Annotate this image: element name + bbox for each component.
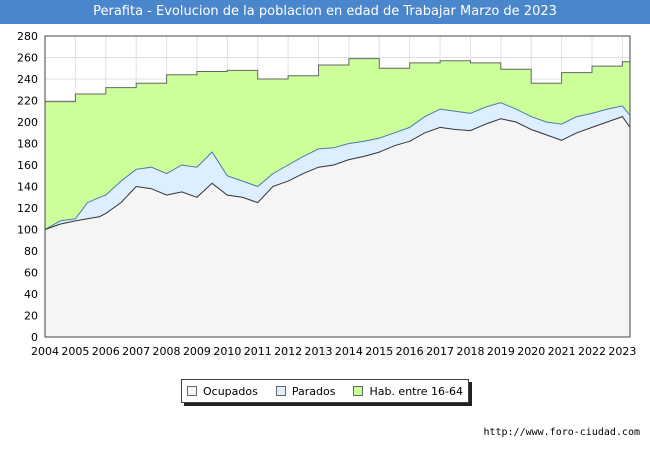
x-tick-label: 2014 xyxy=(335,345,363,358)
line-ocupados xyxy=(44,116,631,230)
x-tick-label: 2009 xyxy=(183,345,211,358)
y-tick-label: 220 xyxy=(17,95,38,108)
y-tick-label: 80 xyxy=(24,245,38,258)
x-tick-label: 2005 xyxy=(61,345,89,358)
legend-swatch-parados xyxy=(275,386,286,396)
y-tick-label: 160 xyxy=(17,159,38,172)
x-tick-label: 2022 xyxy=(578,345,606,358)
y-tick-label: 200 xyxy=(17,116,38,129)
y-tick-label: 0 xyxy=(31,331,38,344)
x-tick-label: 2018 xyxy=(456,345,484,358)
axes xyxy=(44,35,631,338)
x-tick-label: 2012 xyxy=(274,345,302,358)
legend-item-habitantes: Hab. entre 16-64 xyxy=(353,385,463,398)
line-hab-entre-16-64 xyxy=(45,58,630,103)
y-tick-label: 140 xyxy=(17,181,38,194)
x-axis-ticks: 2004 2005 2006 2007 2008 2009 2010 2011 2012 2013… xyxy=(31,345,636,358)
x-tick-label: 2020 xyxy=(517,345,545,358)
y-tick-label: 260 xyxy=(17,52,38,65)
y-axis-ticks: 0 20 40 60 80 100 120 140 160 180 200 220 240 260 280 xyxy=(17,30,38,344)
watermark: FORO-CIUDAD.COM xyxy=(200,345,440,360)
chart-title: Perafita - Evolucion de la poblacion en … xyxy=(0,0,650,24)
line-parados xyxy=(44,102,631,230)
x-tick-label: 2007 xyxy=(122,345,150,358)
x-tick-label: 2013 xyxy=(305,345,333,358)
x-tick-label: 2023 xyxy=(608,345,636,358)
y-tick-label: 240 xyxy=(17,73,38,86)
legend-label-habitantes: Hab. entre 16-64 xyxy=(369,384,463,398)
source-url: http://www.foro-ciudad.com xyxy=(483,427,640,438)
x-tick-label: 2004 xyxy=(31,345,59,358)
area-ocupados xyxy=(45,116,630,337)
y-tick-label: 120 xyxy=(17,202,38,215)
legend-label-ocupados: Ocupados xyxy=(202,384,258,398)
series-areas xyxy=(44,58,631,337)
y-tick-label: 280 xyxy=(17,30,38,43)
y-tick-label: 180 xyxy=(17,138,38,151)
y-tick-label: 60 xyxy=(24,267,38,280)
legend-swatch-ocupados xyxy=(186,386,197,396)
x-tick-label: 2017 xyxy=(426,345,454,358)
x-tick-label: 2008 xyxy=(153,345,181,358)
y-tick-label: 40 xyxy=(24,288,38,301)
x-tick-label: 2015 xyxy=(365,345,393,358)
x-tick-label: 2019 xyxy=(487,345,515,358)
x-tick-label: 2011 xyxy=(244,345,272,358)
legend-item-parados: Parados xyxy=(275,384,336,398)
y-tick-label: 100 xyxy=(17,224,38,237)
x-tick-label: 2010 xyxy=(213,345,241,358)
x-tick-label: 2021 xyxy=(548,345,576,358)
legend-label-parados: Parados xyxy=(291,384,336,398)
legend-swatch-habitantes xyxy=(353,386,364,396)
plot-border xyxy=(44,35,631,338)
legend-item-ocupados: Ocupados xyxy=(186,384,258,398)
chart-plot: FORO-CIUDAD.COM 0 20 40 60 80 100 120 140 160 180… xyxy=(17,30,636,360)
y-tick-label: 20 xyxy=(24,310,38,323)
legend: Ocupados Parados Hab. entre 16-64 xyxy=(181,379,469,403)
x-tick-label: 2016 xyxy=(396,345,424,358)
x-tick-label: 2006 xyxy=(92,345,120,358)
